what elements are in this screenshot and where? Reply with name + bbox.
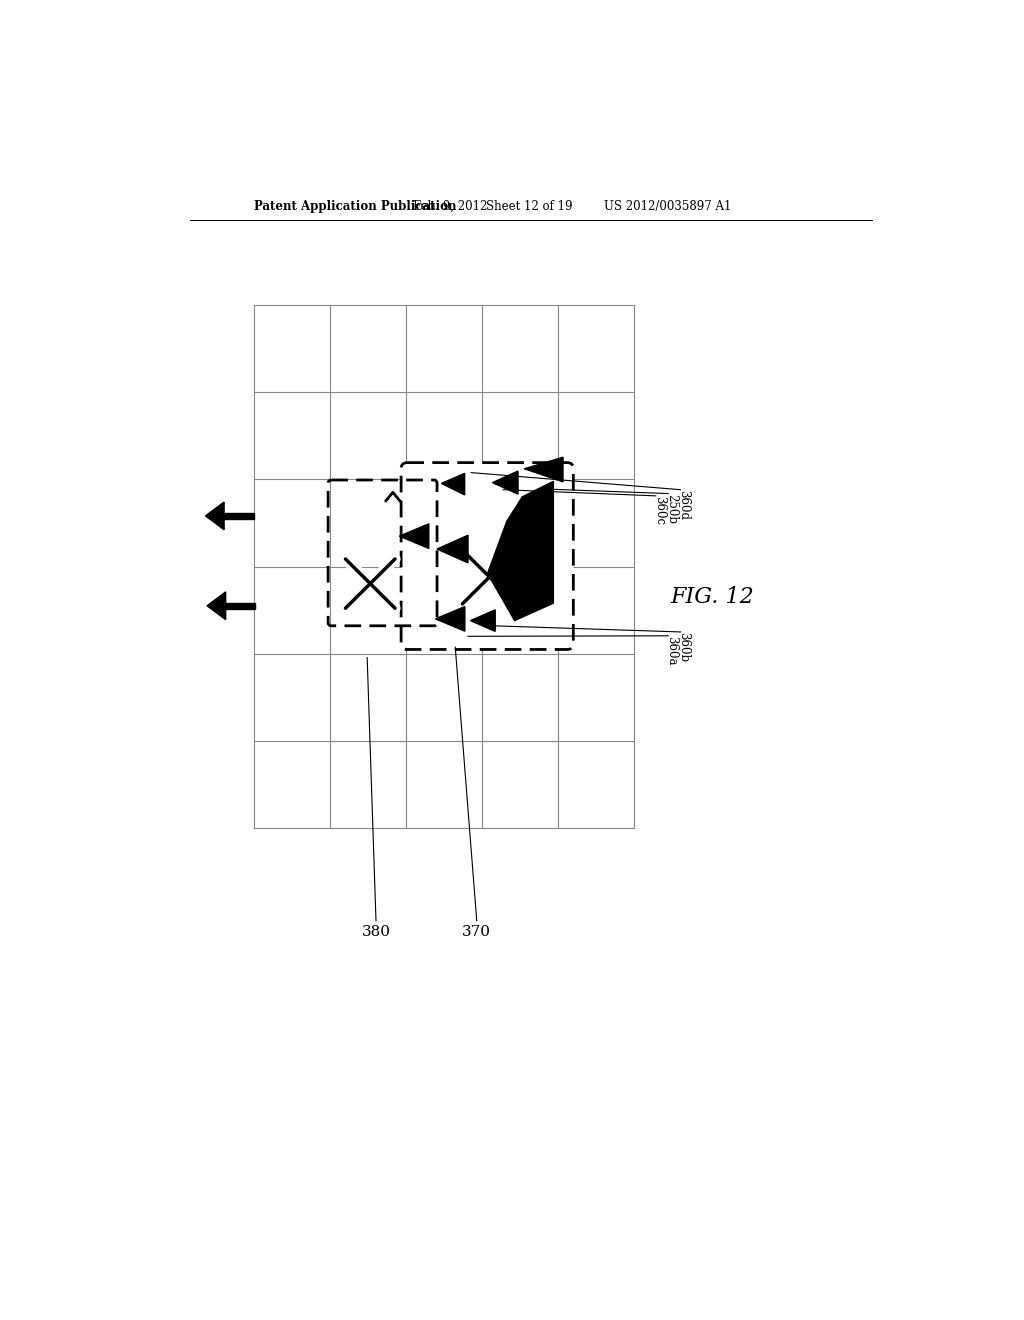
FancyBboxPatch shape — [401, 462, 573, 649]
Text: US 2012/0035897 A1: US 2012/0035897 A1 — [604, 199, 731, 213]
Polygon shape — [470, 610, 496, 631]
Polygon shape — [487, 482, 553, 620]
Polygon shape — [399, 524, 429, 549]
Text: Sheet 12 of 19: Sheet 12 of 19 — [486, 199, 572, 213]
Text: 370: 370 — [462, 925, 492, 940]
Text: Patent Application Publication: Patent Application Publication — [254, 199, 456, 213]
Polygon shape — [435, 607, 465, 631]
Text: 360c: 360c — [653, 496, 667, 525]
Text: Feb. 9, 2012: Feb. 9, 2012 — [414, 199, 487, 213]
Text: FIG. 12: FIG. 12 — [671, 586, 755, 609]
Text: 250b: 250b — [665, 494, 678, 524]
Text: 360b: 360b — [677, 632, 690, 663]
Polygon shape — [437, 535, 468, 562]
Polygon shape — [524, 457, 563, 482]
Text: 360d: 360d — [677, 490, 690, 520]
Polygon shape — [207, 591, 225, 619]
Text: 360a: 360a — [665, 636, 678, 665]
Bar — [225, 603, 255, 609]
Text: 380: 380 — [361, 925, 390, 940]
Polygon shape — [206, 502, 224, 529]
Bar — [224, 512, 254, 519]
Polygon shape — [441, 474, 465, 495]
Polygon shape — [493, 471, 518, 494]
